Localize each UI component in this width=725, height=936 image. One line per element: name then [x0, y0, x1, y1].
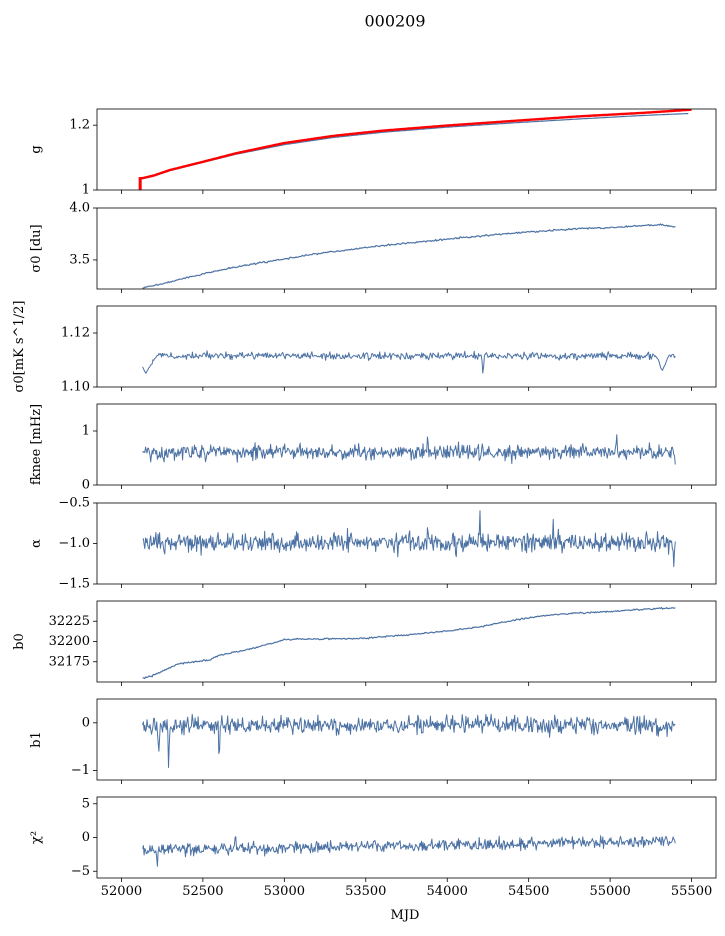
- x-tick-label: 52000: [101, 884, 142, 899]
- panel-frame: [96, 207, 717, 290]
- y-tick-label: 1: [82, 424, 90, 439]
- y-axis-label: σ0[mK s^1/2]: [12, 301, 27, 393]
- panel-frame: [96, 403, 717, 486]
- y-axis-label: α: [29, 539, 44, 548]
- series-group: [142, 713, 676, 768]
- x-axis-label: MJD: [391, 908, 420, 923]
- y-tick-label: 32200: [49, 634, 90, 649]
- panel-2: 3.5 4.0 σ0 [du]: [29, 201, 717, 293]
- series-line-1: [142, 713, 676, 768]
- y-tick-label: 0: [82, 830, 90, 845]
- series-group: [142, 835, 676, 867]
- panels: 1 1.2 g 3.5 4.0 σ0 [du] 1.10 1.12 σ0[mK s^1/2] 0 1…: [12, 108, 717, 899]
- series-group: [142, 350, 676, 374]
- panel-frame: [96, 698, 717, 781]
- y-tick-label: 32225: [49, 614, 90, 629]
- x-tick-label: 55000: [589, 884, 630, 899]
- y-tick-label: −1: [71, 763, 90, 778]
- y-tick-label: 1.2: [69, 118, 90, 133]
- series-group: [142, 434, 676, 465]
- y-axis-label: σ0 [du]: [29, 224, 44, 272]
- x-tick-label: 53500: [345, 884, 386, 899]
- y-tick-label: 0: [82, 715, 90, 730]
- y-tick-label: 1.10: [61, 380, 90, 395]
- y-axis-label: b0: [12, 633, 27, 650]
- panel-frame: [96, 108, 717, 191]
- y-axis-label: χ²: [29, 831, 44, 844]
- y-tick-label: 5: [82, 796, 90, 811]
- y-axis-label: fknee [mHz]: [29, 404, 44, 485]
- y-tick-label: 1.12: [61, 326, 90, 341]
- panel-1: 1 1.2 g: [29, 108, 717, 198]
- panel-6: 32175 32200 32225 b0: [12, 600, 717, 686]
- y-tick-label: 4.0: [69, 201, 90, 216]
- y-tick-label: 3.5: [69, 252, 90, 267]
- panel-8: −5 0 5 52000 52500 53000 53500 54000 54500 55000 5…: [29, 796, 717, 899]
- series-line-1: [142, 510, 676, 568]
- series-line-1: [142, 223, 676, 289]
- series-line-1: [142, 350, 676, 374]
- series-group: [138, 109, 692, 190]
- y-axis-label: b1: [29, 731, 44, 748]
- y-tick-label: 0: [82, 478, 90, 493]
- y-tick-label: −1.0: [58, 536, 90, 551]
- x-tick-label: 54000: [427, 884, 468, 899]
- x-tick-label: 54500: [508, 884, 549, 899]
- series-line-2: [139, 109, 692, 180]
- panel-frame: [96, 305, 717, 388]
- y-axis-label: g: [29, 145, 44, 153]
- series-line-1: [142, 606, 676, 680]
- y-tick-label: −1.5: [58, 577, 90, 592]
- series-line-1: [140, 112, 689, 180]
- series-line-1: [142, 434, 676, 465]
- y-tick-label: −5: [71, 864, 90, 879]
- y-tick-label: 1: [82, 183, 90, 198]
- panel-frame: [96, 796, 717, 879]
- x-tick-label: 53000: [264, 884, 305, 899]
- y-tick-label: −0.5: [58, 496, 90, 511]
- panel-5: −1.5 −1.0 −0.5 α: [29, 496, 717, 592]
- series-group: [142, 510, 676, 568]
- panel-3: 1.10 1.12 σ0[mK s^1/2]: [12, 301, 717, 395]
- series-group: [142, 606, 676, 680]
- series-line-1: [142, 835, 676, 867]
- figure-title: 000209: [364, 12, 425, 31]
- series-group: [142, 223, 676, 289]
- x-tick-label: 52500: [182, 884, 223, 899]
- panel-4: 0 1 fknee [mHz]: [29, 403, 717, 493]
- x-tick-label: 55500: [671, 884, 712, 899]
- y-tick-label: 32175: [49, 654, 90, 669]
- panel-7: −1 0 b1: [29, 698, 717, 784]
- panel-frame: [96, 600, 717, 683]
